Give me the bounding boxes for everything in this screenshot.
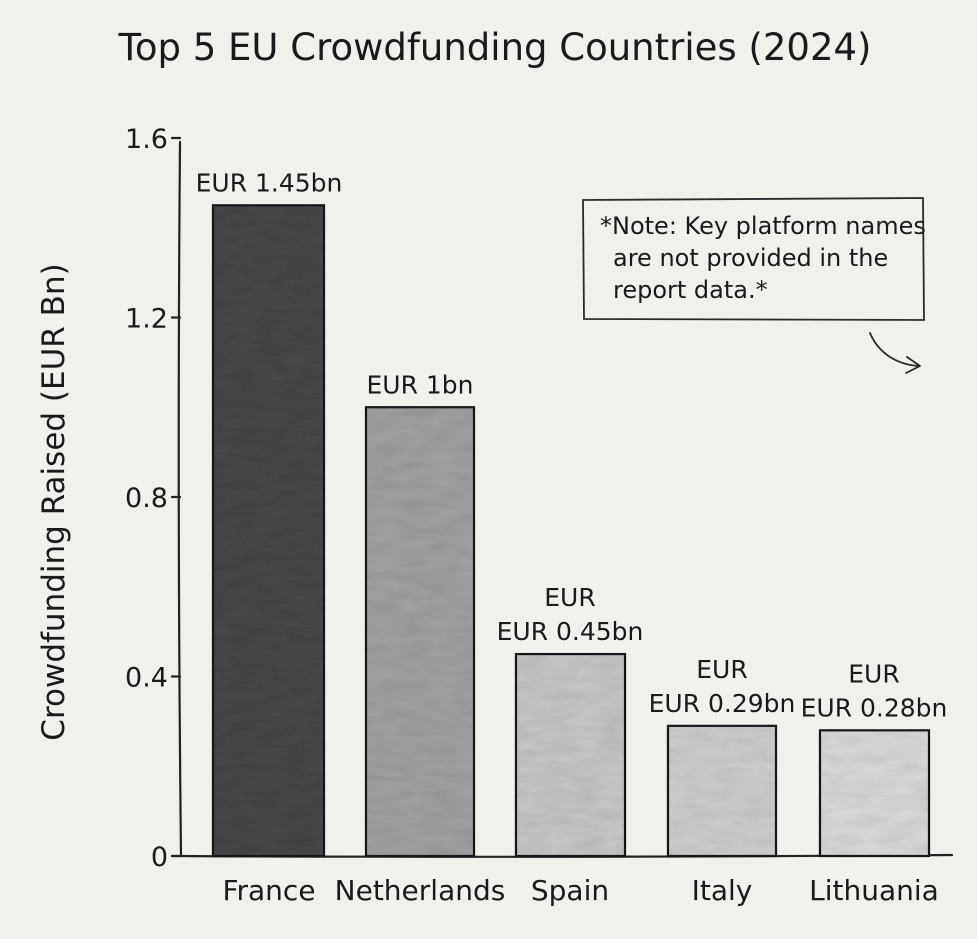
y-axis-label: Crowdfunding Raised (EUR Bn) bbox=[36, 263, 72, 740]
bar-value-label: EUR bbox=[696, 655, 747, 684]
x-tick-label: Spain bbox=[531, 874, 609, 907]
bar-value-label: EUR 1.45bn bbox=[196, 168, 343, 197]
y-tick-label: 0.4 bbox=[125, 663, 168, 694]
x-tick-label: Italy bbox=[692, 874, 753, 907]
annotation-box bbox=[582, 197, 925, 321]
chart-title: Top 5 EU Crowdfunding Countries (2024) bbox=[118, 26, 872, 69]
bar-value-label: EUR bbox=[544, 583, 595, 612]
x-tick-label: France bbox=[222, 874, 315, 907]
bar bbox=[364, 406, 476, 858]
bar bbox=[211, 204, 326, 858]
x-tick-label: Netherlands bbox=[335, 874, 506, 907]
annotation-arrow bbox=[869, 332, 921, 374]
y-tick-label: 1.2 bbox=[125, 304, 168, 335]
annotation-text: are not provided in the bbox=[613, 244, 888, 272]
bar-value-label: EUR 0.29bn bbox=[649, 689, 796, 718]
x-tick-label: Lithuania bbox=[809, 874, 939, 907]
bar bbox=[666, 724, 778, 858]
y-axis-line bbox=[177, 140, 183, 858]
y-tick-label: 1.6 bbox=[125, 124, 168, 155]
bar-value-label: EUR bbox=[848, 659, 899, 688]
plot-area: 0 0.4 0.8 1.2 1.6 EUR 1.45bn France EUR 1bn Neth… bbox=[125, 124, 954, 907]
y-tick-label: 0.8 bbox=[125, 483, 168, 514]
bar-value-label: EUR 0.28bn bbox=[801, 693, 948, 722]
annotation-text: *Note: Key platform names bbox=[600, 212, 926, 240]
y-tick-label: 0 bbox=[151, 842, 168, 873]
bar-value-label: EUR 1bn bbox=[366, 370, 473, 399]
bar bbox=[514, 652, 627, 858]
bar-value-label: EUR 0.45bn bbox=[497, 617, 644, 646]
annotation-text: report data.* bbox=[613, 276, 768, 304]
bar bbox=[818, 729, 931, 858]
